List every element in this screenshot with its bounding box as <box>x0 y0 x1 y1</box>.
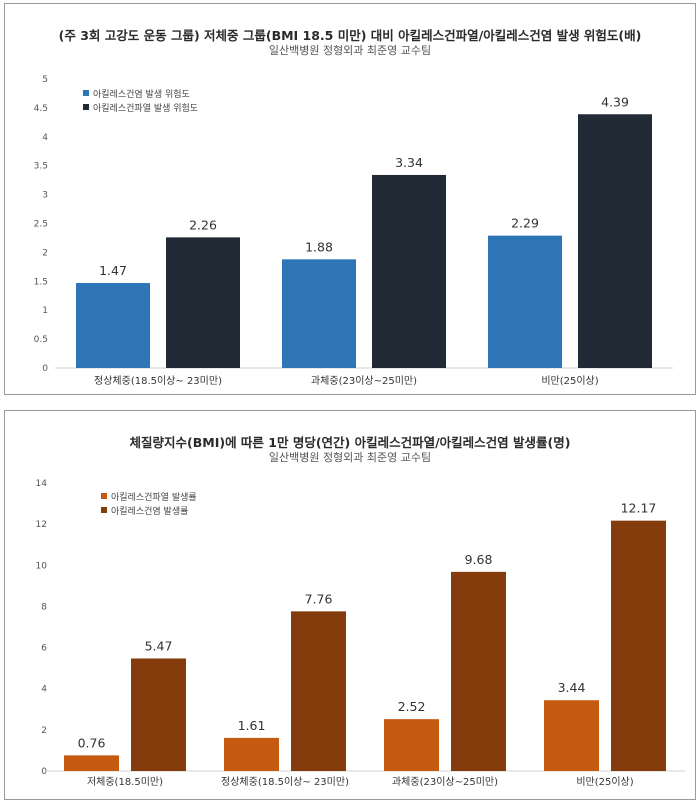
y-tick-label: 4 <box>41 685 47 695</box>
y-tick-label: 12 <box>36 520 47 530</box>
chart-subtitle: 일산백병원 정형외과 최준영 교수팀 <box>268 451 432 464</box>
data-label: 12.17 <box>621 501 657 516</box>
legend-label: 아킬레스건염 발생 위험도 <box>93 89 190 100</box>
legend-item: 아킬레스건파열 발생 위험도 <box>83 100 198 114</box>
chart-title: 체질량지수(BMI)에 따른 1만 명당(연간) 아킬레스건파열/아킬레스건염 … <box>129 435 571 450</box>
bar <box>166 237 240 368</box>
x-category-label: 정상체중(18.5이상~ 23미만) <box>221 776 349 788</box>
legend-label: 아킬레스건파열 발생률 <box>111 492 197 503</box>
data-label: 3.44 <box>558 680 586 695</box>
y-tick-label: 8 <box>41 602 47 612</box>
y-tick-label: 4.5 <box>34 104 48 114</box>
y-tick-label: 2.5 <box>34 220 48 230</box>
chart-panel-incidence: 체질량지수(BMI)에 따른 1만 명당(연간) 아킬레스건파열/아킬레스건염 … <box>4 410 696 800</box>
data-label: 1.88 <box>305 239 333 254</box>
y-tick-label: 10 <box>36 561 48 571</box>
incidence-bar-chart: 0 2 4 6 8 10 12 14 0.76 5.47 저체중(18.5미만) 1.61 7.76 정상… <box>36 479 685 788</box>
bar <box>611 520 666 771</box>
chart-subtitle: 일산백병원 정형외과 최준영 교수팀 <box>268 44 432 57</box>
y-tick-label: 0.5 <box>34 335 48 345</box>
legend-swatch <box>83 90 89 96</box>
legend-label: 아킬레스건염 발생률 <box>111 506 189 517</box>
bar <box>224 737 279 771</box>
bar <box>372 174 446 368</box>
x-category-label: 저체중(18.5미만) <box>87 776 163 788</box>
x-category-label: 과체중(23이상~25미만) <box>392 776 498 788</box>
y-tick-label: 2 <box>41 726 47 736</box>
legend-swatch <box>101 493 107 499</box>
data-label: 2.29 <box>511 216 539 231</box>
y-tick-label: 5 <box>42 75 48 85</box>
data-label: 1.47 <box>99 263 127 278</box>
legend-item: 아킬레스건염 발생 위험도 <box>83 86 198 100</box>
y-tick-label: 4 <box>42 133 48 143</box>
data-label: 2.52 <box>398 699 426 714</box>
data-label: 7.76 <box>305 591 333 606</box>
x-category-label: 비만(25이상) <box>576 776 633 788</box>
y-tick-label: 6 <box>41 644 47 654</box>
data-label: 9.68 <box>465 552 493 567</box>
data-label: 2.26 <box>189 217 217 232</box>
bar <box>131 658 186 771</box>
chart-panel-risk: (주 3회 고강도 운동 그룹) 저체중 그룹(BMI 18.5 미만) 대비 … <box>4 3 696 395</box>
bar <box>488 235 562 368</box>
risk-bar-chart: 0 0.5 1 1.5 2 2.5 3 3.5 4 4.5 5 1.47 2.26 정상체중(18.5이상… <box>34 75 673 387</box>
y-tick-label: 3.5 <box>34 162 48 172</box>
legend-item: 아킬레스건염 발생률 <box>101 503 197 517</box>
legend-swatch <box>83 104 89 110</box>
y-tick-label: 3 <box>42 191 48 201</box>
y-tick-label: 0 <box>41 767 47 777</box>
x-category-label: 과체중(23이상~25미만) <box>311 375 417 387</box>
bar <box>578 114 652 369</box>
bar <box>282 259 356 368</box>
bar <box>76 283 150 368</box>
bar <box>544 700 599 771</box>
data-label: 5.47 <box>145 638 173 653</box>
x-category-label: 정상체중(18.5이상~ 23미만) <box>94 375 222 387</box>
legend-item: 아킬레스건파열 발생률 <box>101 489 197 503</box>
y-tick-label: 0 <box>42 364 48 374</box>
y-tick-label: 2 <box>42 248 48 258</box>
chart-legend: 아킬레스건염 발생 위험도 아킬레스건파열 발생 위험도 <box>83 86 198 114</box>
data-label: 4.39 <box>601 94 629 109</box>
chart-title: (주 3회 고강도 운동 그룹) 저체중 그룹(BMI 18.5 미만) 대비 … <box>58 28 642 43</box>
data-label: 0.76 <box>78 735 106 750</box>
bar <box>291 611 346 771</box>
legend-swatch <box>101 507 107 513</box>
legend-label: 아킬레스건파열 발생 위험도 <box>93 103 199 114</box>
bar <box>384 719 439 771</box>
bar <box>64 755 119 771</box>
y-tick-label: 1 <box>42 306 48 316</box>
chart-legend: 아킬레스건파열 발생률 아킬레스건염 발생률 <box>101 489 197 517</box>
bar <box>451 571 506 771</box>
y-tick-label: 14 <box>36 479 48 489</box>
y-tick-label: 1.5 <box>34 277 48 287</box>
x-category-label: 비만(25이상) <box>541 375 598 387</box>
data-label: 3.34 <box>395 155 423 170</box>
data-label: 1.61 <box>238 718 266 733</box>
